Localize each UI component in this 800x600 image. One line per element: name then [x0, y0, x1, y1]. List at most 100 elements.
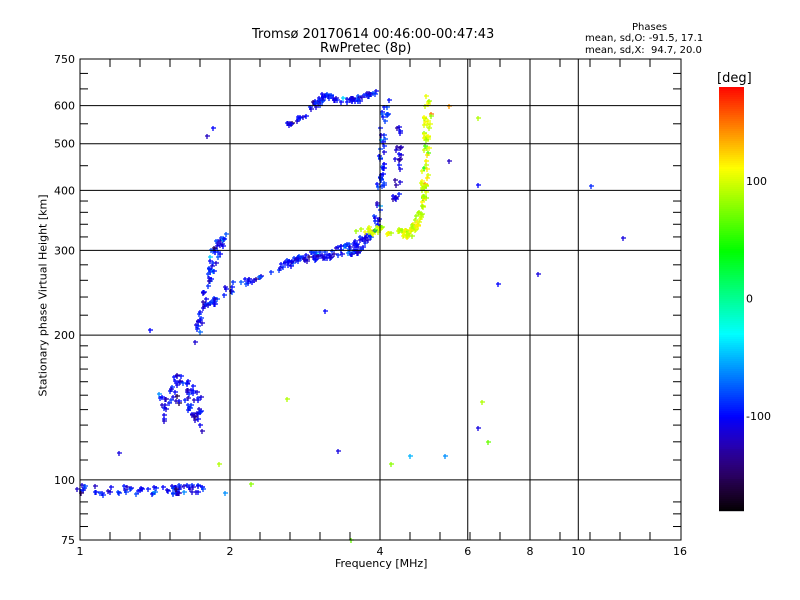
colorbar-segment [719, 363, 744, 366]
stats-x-line: mean, sd,X: 94.7, 20.0 [585, 45, 702, 56]
data-point [405, 233, 410, 238]
colorbar-segment [719, 445, 744, 448]
colorbar-segment [719, 451, 744, 454]
data-point [321, 94, 326, 99]
colorbar-segment [719, 289, 744, 292]
colorbar-segment [719, 279, 744, 282]
data-point [157, 392, 162, 397]
data-point [381, 115, 386, 120]
data-point [190, 490, 195, 495]
data-point [359, 227, 364, 232]
data-point [205, 134, 210, 139]
data-point [368, 228, 373, 233]
colorbar-segment [719, 305, 744, 308]
colorbar-segment [719, 295, 744, 298]
colorbar-segment [719, 471, 744, 474]
colorbar-segment [719, 273, 744, 276]
colorbar-segment [719, 441, 744, 444]
data-point [330, 249, 335, 254]
colorbar-segment [719, 133, 744, 136]
data-point [198, 330, 203, 335]
colorbar-segment [719, 375, 744, 378]
colorbar-segment [719, 479, 744, 482]
colorbar-tick-label: 100 [746, 175, 767, 188]
data-point [425, 176, 430, 181]
data-point [136, 489, 141, 494]
data-point [206, 284, 211, 289]
data-point [269, 270, 274, 275]
data-point [422, 132, 427, 137]
data-point [196, 417, 201, 422]
colorbar-segment [719, 205, 744, 208]
data-point [373, 228, 378, 233]
colorbar-segment [719, 475, 744, 478]
chart-subtitle: RwPretec (8p) [320, 41, 412, 56]
colorbar-segment [719, 147, 744, 150]
colorbar-segment [719, 509, 744, 512]
data-point [210, 264, 215, 269]
colorbar-segment [719, 327, 744, 330]
data-point [204, 297, 209, 302]
x-tick-label: 2 [227, 545, 234, 558]
colorbar-segment [719, 465, 744, 468]
data-point [348, 98, 353, 103]
colorbar-segment [719, 203, 744, 206]
colorbar-segment [719, 153, 744, 156]
colorbar-segment [719, 329, 744, 332]
data-point [186, 403, 191, 408]
colorbar-segment [719, 199, 744, 202]
data-point [397, 158, 402, 163]
data-point [353, 99, 358, 104]
colorbar-segment [719, 89, 744, 92]
data-point [426, 134, 431, 139]
colorbar-segment [719, 483, 744, 486]
data-point [287, 259, 292, 264]
colorbar-segment [719, 191, 744, 194]
colorbar-segment [719, 415, 744, 418]
data-point [302, 257, 307, 262]
colorbar-segment [719, 303, 744, 306]
data-point [353, 239, 358, 244]
colorbar-segment [719, 427, 744, 430]
data-point [169, 387, 174, 392]
data-point [393, 178, 398, 183]
data-point [222, 237, 227, 242]
data-point [621, 236, 626, 241]
data-point [223, 491, 228, 496]
data-point [172, 375, 177, 380]
colorbar-segment [719, 337, 744, 340]
data-point [323, 309, 328, 314]
colorbar-segment [719, 403, 744, 406]
stats-o-line: mean, sd,O: -91.5, 17.1 [585, 33, 704, 44]
colorbar-segment [719, 453, 744, 456]
data-point [397, 192, 402, 197]
colorbar-segment [719, 409, 744, 412]
data-point [213, 297, 218, 302]
colorbar-segment [719, 245, 744, 248]
colorbar-segment [719, 405, 744, 408]
data-point [397, 163, 402, 168]
data-point [345, 242, 350, 247]
data-point [382, 144, 387, 149]
colorbar-segment [719, 207, 744, 210]
data-point [314, 257, 319, 262]
data-point [307, 255, 312, 260]
data-point [476, 183, 481, 188]
data-point [398, 180, 403, 185]
colorbar-segment [719, 395, 744, 398]
colorbar-segment [719, 355, 744, 358]
data-point [296, 257, 301, 262]
colorbar-segment [719, 291, 744, 294]
data-point [239, 280, 244, 285]
data-point [283, 260, 288, 265]
data-point [366, 238, 371, 243]
colorbar-segment [719, 269, 744, 272]
colorbar-segment [719, 217, 744, 220]
colorbar-segment [719, 323, 744, 326]
colorbar-segment [719, 493, 744, 496]
data-point [195, 390, 200, 395]
data-point [389, 231, 394, 236]
colorbar-segment [719, 247, 744, 250]
data-point [198, 318, 203, 323]
data-point [169, 398, 174, 403]
